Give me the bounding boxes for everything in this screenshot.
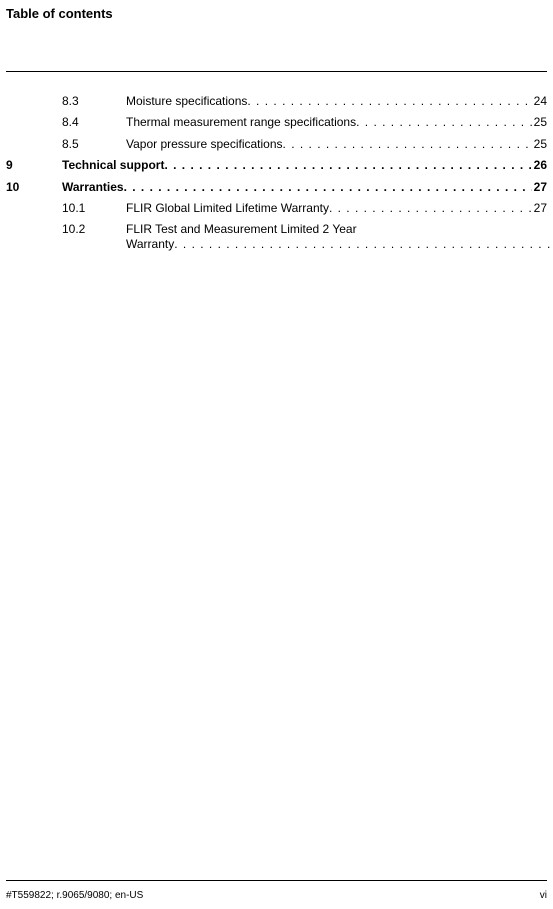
table-of-contents: 8.3Moisture specifications . . . . . . .… xyxy=(6,94,547,258)
toc-title: Vapor pressure specifications xyxy=(126,137,283,151)
toc-leader: . . . . . . . . . . . . . . . . . . . . … xyxy=(329,201,532,215)
toc-entry: 9Technical support . . . . . . . . . . .… xyxy=(6,158,547,172)
toc-subsection-number: 10.2 xyxy=(62,222,126,236)
page-title: Table of contents xyxy=(6,6,113,21)
toc-page-number: 24 xyxy=(532,94,547,108)
toc-entry: 10.2FLIR Test and Measurement Limited 2 … xyxy=(6,222,547,251)
rule-bottom xyxy=(6,880,547,881)
toc-entry: 8.4Thermal measurement range specificati… xyxy=(6,115,547,129)
toc-title-line2-row: Warranty. . . . . . . . . . . . . . . . … xyxy=(126,237,553,251)
toc-leader: . . . . . . . . . . . . . . . . . . . . … xyxy=(247,94,531,108)
toc-page-number: 27 xyxy=(532,180,547,194)
toc-entry: 8.5Vapor pressure specifications . . . .… xyxy=(6,137,547,151)
toc-chapter-number: 10 xyxy=(6,180,62,194)
footer-page-number: vi xyxy=(540,890,547,901)
toc-page-number: 25 xyxy=(532,137,547,151)
toc-leader: . . . . . . . . . . . . . . . . . . . . … xyxy=(283,137,532,151)
toc-title: Moisture specifications xyxy=(126,94,247,108)
toc-subsection-number: 10.1 xyxy=(62,201,126,215)
toc-page-number: 26 xyxy=(532,158,547,172)
toc-title-wrap: FLIR Test and Measurement Limited 2 Year… xyxy=(126,222,553,251)
rule-top xyxy=(6,71,547,72)
toc-subsection-number: 8.4 xyxy=(62,115,126,129)
toc-title: FLIR Global Limited Lifetime Warranty xyxy=(126,201,329,215)
toc-entry: 10Warranties . . . . . . . . . . . . . .… xyxy=(6,180,547,194)
toc-leader: . . . . . . . . . . . . . . . . . . . . … xyxy=(174,237,553,251)
toc-title: Warranties xyxy=(62,180,124,194)
footer-doc-id: #T559822; r.9065/9080; en-US xyxy=(6,890,143,901)
page: Table of contents 8.3Moisture specificat… xyxy=(0,0,553,909)
footer: #T559822; r.9065/9080; en-US vi xyxy=(6,890,547,901)
toc-entry: 8.3Moisture specifications . . . . . . .… xyxy=(6,94,547,108)
toc-title: Thermal measurement range specifications xyxy=(126,115,356,129)
toc-leader: . . . . . . . . . . . . . . . . . . . . … xyxy=(356,115,532,129)
toc-title-line: FLIR Test and Measurement Limited 2 Year xyxy=(126,222,553,236)
toc-subsection-number: 8.3 xyxy=(62,94,126,108)
toc-leader: . . . . . . . . . . . . . . . . . . . . … xyxy=(164,158,531,172)
toc-title: Technical support xyxy=(62,158,164,172)
toc-page-number: 27 xyxy=(532,201,547,215)
toc-entry: 10.1FLIR Global Limited Lifetime Warrant… xyxy=(6,201,547,215)
toc-leader: . . . . . . . . . . . . . . . . . . . . … xyxy=(124,180,532,194)
toc-chapter-number: 9 xyxy=(6,158,62,172)
toc-subsection-number: 8.5 xyxy=(62,137,126,151)
toc-title: Warranty xyxy=(126,237,174,251)
toc-page-number: 25 xyxy=(532,115,547,129)
